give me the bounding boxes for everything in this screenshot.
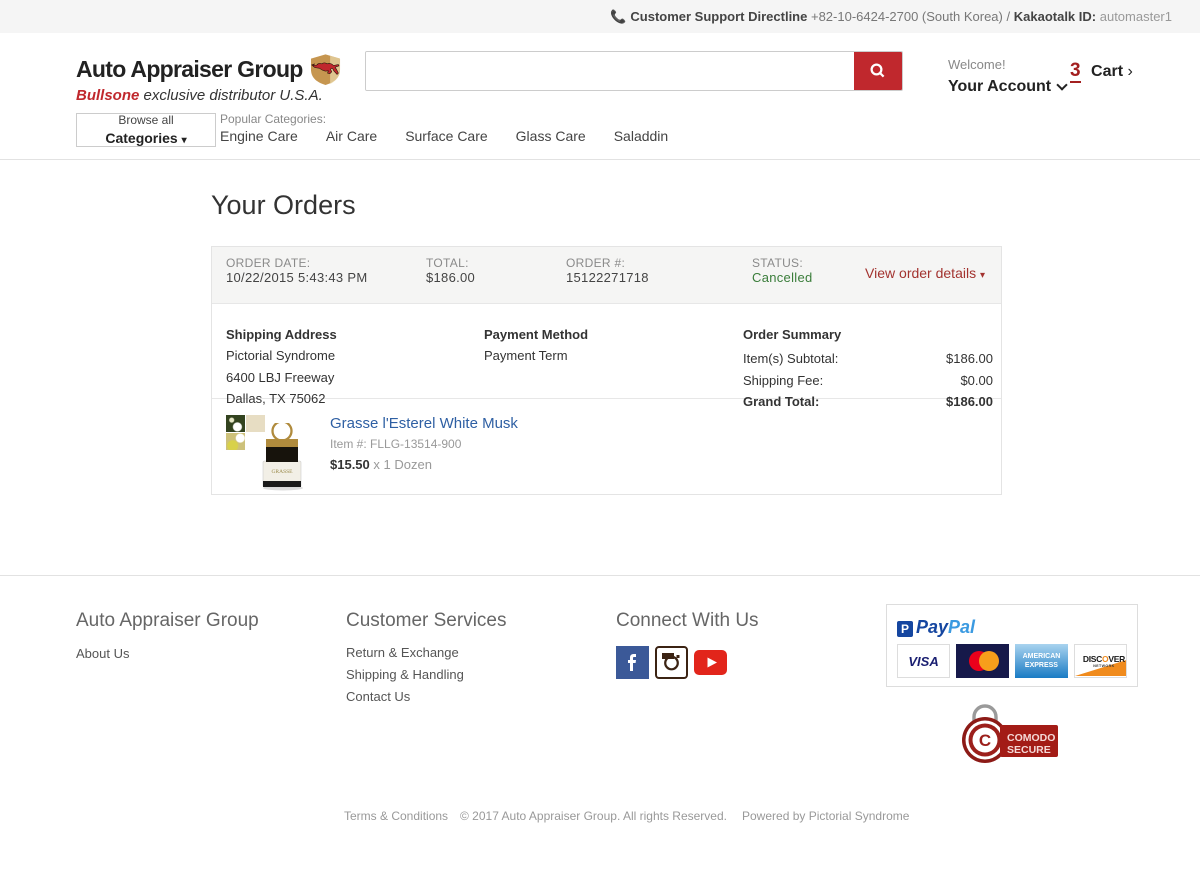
svg-text:C: C bbox=[979, 731, 991, 750]
svg-text:SECURE: SECURE bbox=[1007, 744, 1051, 756]
svg-text:COMODO: COMODO bbox=[1007, 732, 1055, 744]
svg-text:GRASSE: GRASSE bbox=[271, 469, 293, 475]
